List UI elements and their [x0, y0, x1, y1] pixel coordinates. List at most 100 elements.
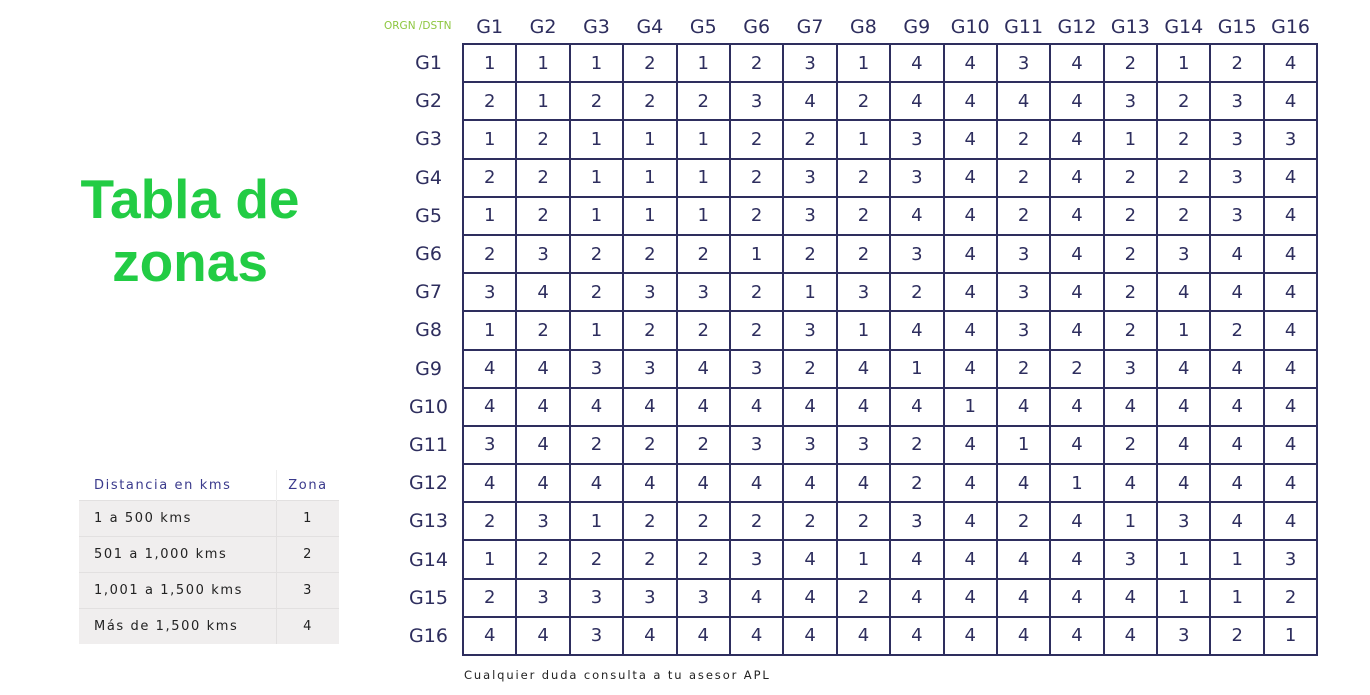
zone-cell: 1 [728, 233, 785, 275]
zone-cell: 4 [1049, 615, 1105, 657]
zone-cell: 3 [1209, 119, 1265, 160]
zone-cell: 1 [515, 42, 571, 84]
legend-row: 501 a 1,000 kms 2 [79, 536, 339, 573]
zone-cell: 2 [1156, 195, 1212, 236]
zone-cell: 4 [1156, 463, 1212, 504]
zone-cell: 4 [1049, 81, 1105, 122]
row-header: G6 [415, 243, 442, 266]
zone-cell: 2 [889, 424, 945, 466]
zone-cell: 3 [1156, 501, 1212, 542]
zone-cell: 2 [515, 539, 571, 580]
zone-cell: 4 [942, 424, 998, 466]
zone-cell: 3 [675, 577, 731, 618]
column-header: G7 [796, 15, 824, 38]
zone-cell: 4 [835, 386, 892, 427]
row-header: G12 [409, 472, 448, 495]
zone-cell: 4 [622, 615, 678, 657]
zone-cell: 3 [995, 310, 1052, 351]
zone-cell: 4 [675, 348, 731, 389]
zone-cell: 1 [1156, 310, 1212, 351]
zone-cell: 4 [1262, 501, 1319, 542]
zone-cell: 4 [782, 386, 838, 427]
zone-cell: 4 [835, 615, 892, 657]
zone-cell: 2 [995, 501, 1052, 542]
zone-cell: 2 [889, 272, 945, 313]
zone-cell: 2 [461, 81, 518, 122]
zone-cell: 4 [461, 463, 518, 504]
zone-cell: 2 [461, 501, 518, 542]
zone-cell: 3 [728, 81, 785, 122]
zone-cell: 2 [728, 501, 785, 542]
zone-cell: 2 [1102, 310, 1159, 351]
row-header: G3 [415, 128, 442, 151]
zone-cell: 2 [835, 577, 892, 618]
zone-cell: 3 [1156, 233, 1212, 275]
zone-cell: 3 [461, 424, 518, 466]
zone-cell: 3 [568, 348, 625, 389]
zone-cell: 2 [1209, 310, 1265, 351]
table-row: G2 2 1 2 2 2 3 4 2 4 4 4 4 3 2 3 4 [395, 81, 1319, 122]
zone-cell: 2 [995, 195, 1052, 236]
zone-cell: 4 [942, 577, 998, 618]
zone-cell: 2 [835, 233, 892, 275]
zone-cell: 3 [1209, 195, 1265, 236]
zone-cell: 4 [1156, 386, 1212, 427]
zone-cell: 1 [835, 310, 892, 351]
zone-cell: 3 [1102, 348, 1159, 389]
zone-cell: 4 [675, 463, 731, 504]
zone-cell: 2 [568, 81, 625, 122]
zone-cell: 4 [1049, 501, 1105, 542]
zone-cell: 4 [461, 348, 518, 389]
zone-cell: 4 [1262, 463, 1319, 504]
zone-cell: 2 [1156, 119, 1212, 160]
zone-cell: 2 [1102, 42, 1159, 84]
zone-cell: 3 [889, 501, 945, 542]
zone-cell: 4 [1209, 348, 1265, 389]
distance-zone-legend: Distancia en kms Zona 1 a 500 kms 1 501 a … [79, 470, 339, 644]
zone-cell: 2 [1049, 348, 1105, 389]
zone-matrix: G1 G2 G3 G4 G5 G6 G7 G8 G9 G10 G11 G12 G13 G14 G15 G16 … [395, 10, 1319, 657]
table-row: G4 2 2 1 1 1 2 3 2 3 4 2 4 2 2 3 4 [395, 157, 1319, 198]
zone-cell: 4 [515, 463, 571, 504]
legend-zone: 2 [276, 536, 339, 573]
zone-cell: 1 [835, 539, 892, 580]
zone-cell: 4 [942, 463, 998, 504]
zone-cell: 4 [942, 233, 998, 275]
zone-cell: 4 [1049, 539, 1105, 580]
zone-cell: 3 [1102, 81, 1159, 122]
zone-cell: 4 [1262, 42, 1319, 84]
zone-cell: 4 [942, 348, 998, 389]
zone-cell: 2 [622, 424, 678, 466]
zone-cell: 4 [1262, 348, 1319, 389]
zone-cell: 4 [995, 463, 1052, 504]
zone-cell: 2 [995, 119, 1052, 160]
row-header: G13 [409, 510, 448, 533]
zone-cell: 3 [835, 272, 892, 313]
zone-cell: 4 [889, 386, 945, 427]
row-header: G8 [415, 319, 442, 342]
zone-cell: 4 [1049, 577, 1105, 618]
zone-cell: 3 [622, 272, 678, 313]
zone-cell: 1 [995, 424, 1052, 466]
table-row: G9 4 4 3 3 4 3 2 4 1 4 2 2 3 4 4 4 [395, 348, 1319, 389]
zone-cell: 4 [1156, 272, 1212, 313]
table-row: G5 1 2 1 1 1 2 3 2 4 4 2 4 2 2 3 4 [395, 195, 1319, 236]
zone-cell: 1 [675, 157, 731, 198]
zone-cell: 2 [568, 272, 625, 313]
zone-cell: 3 [889, 119, 945, 160]
zone-cell: 4 [1209, 501, 1265, 542]
zone-cell: 4 [1049, 119, 1105, 160]
zone-cell: 2 [835, 501, 892, 542]
zone-cell: 4 [782, 539, 838, 580]
zone-cell: 4 [1102, 615, 1159, 657]
zone-cell: 4 [1156, 348, 1212, 389]
zone-cell: 4 [1049, 424, 1105, 466]
zone-cell: 2 [1156, 81, 1212, 122]
zone-cell: 1 [675, 195, 731, 236]
zone-cell: 3 [782, 42, 838, 84]
row-header: G5 [415, 204, 442, 227]
zone-cell: 2 [675, 310, 731, 351]
zone-cell: 4 [1209, 424, 1265, 466]
zone-cell: 4 [889, 81, 945, 122]
legend-zone: 3 [276, 572, 339, 609]
